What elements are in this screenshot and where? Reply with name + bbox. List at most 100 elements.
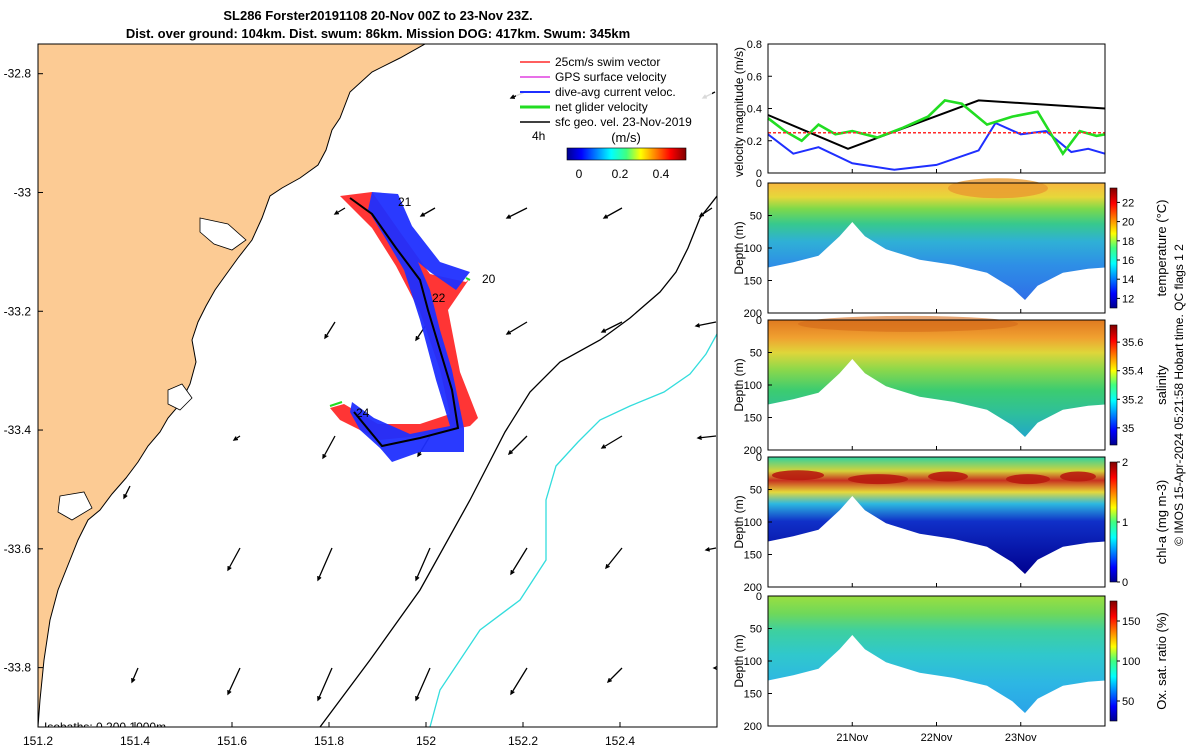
current-arrow bbox=[606, 667, 623, 684]
section-ytick-label: 150 bbox=[744, 413, 762, 425]
colorbar-tick-label: 14 bbox=[1122, 274, 1134, 286]
current-arrow bbox=[602, 207, 623, 219]
section-ylabel: Depth (m) bbox=[732, 634, 746, 687]
current-arrow bbox=[696, 435, 717, 440]
section-colorbar bbox=[1109, 324, 1118, 446]
colorbar-tick-label: 20 bbox=[1122, 217, 1134, 229]
current-arrow bbox=[510, 547, 528, 576]
section-xtick-label: 23Nov bbox=[1005, 732, 1037, 744]
section-field bbox=[768, 457, 1105, 574]
map-xtick-label: 151.6 bbox=[217, 734, 247, 748]
colorbar-tick-label: 22 bbox=[1122, 197, 1134, 209]
map-xtick-label: 151.8 bbox=[314, 734, 344, 748]
section-xtick-label: 22Nov bbox=[921, 732, 953, 744]
chl-max-patch bbox=[928, 471, 968, 482]
colorbar-tick-label: 100 bbox=[1122, 656, 1140, 668]
section-ytick-label: 150 bbox=[744, 550, 762, 562]
high-salinity-patch bbox=[798, 315, 1018, 332]
current-arrow bbox=[415, 667, 431, 702]
section-ytick-label: 0 bbox=[756, 452, 762, 464]
section-ytick-label: 50 bbox=[750, 485, 762, 497]
section-ytick-label: 200 bbox=[744, 445, 762, 457]
section-ytick-label: 0 bbox=[756, 178, 762, 190]
isobath-note: Isobaths: 0 200 1000m bbox=[44, 720, 166, 734]
colorbar-tick-1: 0.2 bbox=[612, 167, 629, 181]
colorbar-title: (m/s) bbox=[611, 130, 641, 145]
legend-item-swim: 25cm/s swim vector bbox=[555, 55, 660, 69]
day-label-21: 21 bbox=[398, 195, 412, 209]
speed-colorbar: (m/s) 0 0.2 0.4 bbox=[566, 130, 687, 181]
current-arrow bbox=[698, 207, 713, 217]
map-xtick-label: 152.4 bbox=[605, 734, 635, 748]
colorbar-tick-label: 35 bbox=[1122, 423, 1134, 435]
map-ytick-label: -33.8 bbox=[4, 661, 32, 675]
section-field bbox=[768, 183, 1105, 300]
map-ytick-label: -32.8 bbox=[4, 67, 32, 81]
current-arrow bbox=[600, 321, 623, 333]
day-label-20: 20 bbox=[482, 272, 496, 286]
gps-velocity-marks bbox=[329, 277, 471, 407]
isobath-1000 bbox=[429, 333, 717, 727]
section-field bbox=[768, 320, 1105, 437]
current-arrow bbox=[333, 207, 346, 215]
section-colorbar bbox=[1109, 461, 1118, 583]
colorbar-gradient bbox=[566, 147, 687, 161]
map-ytick-label: -33 bbox=[14, 185, 32, 199]
section-xaxis: 21Nov 22Nov 23Nov bbox=[836, 732, 1037, 744]
chl-max-patch bbox=[848, 474, 908, 485]
velocity-frame bbox=[767, 43, 1106, 174]
legend-background bbox=[516, 54, 712, 138]
map-axis-ticks: 151.2 151.4 151.6 151.8 152 152.2 152.4 -32.8 -3… bbox=[4, 67, 636, 748]
section-ylabel: Depth (m) bbox=[732, 495, 746, 548]
section-panel: Depth (m) 0 50 100 150 200 35 35.2 35.4 35.6 salin… bbox=[732, 315, 1169, 457]
colorbar-tick-label: 16 bbox=[1122, 255, 1134, 267]
colorbar-tick-label: 35.4 bbox=[1122, 366, 1143, 378]
velocity-panel: velocity magnitude (m/s) 0 0.2 0.4 0.6 0.8 bbox=[732, 39, 1106, 180]
section-ytick-label: 50 bbox=[750, 211, 762, 223]
section-ytick-label: 200 bbox=[744, 582, 762, 594]
current-arrow bbox=[704, 547, 717, 552]
isobath-200 bbox=[319, 195, 717, 727]
section-panel: Depth (m) 0 50 100 150 200 12 14 16 18 20 22 tempera… bbox=[732, 178, 1169, 320]
colorbar-label: temperature (°C) bbox=[1154, 200, 1169, 297]
velocity-series-line bbox=[767, 98, 1106, 157]
colorbar-label: chl-a (mg m-3) bbox=[1154, 480, 1169, 565]
current-vectors-band bbox=[350, 192, 470, 462]
current-arrow bbox=[317, 667, 333, 702]
map-ytick-label: -33.2 bbox=[4, 304, 32, 318]
section-colorbar bbox=[1109, 187, 1118, 309]
current-arrow bbox=[510, 667, 528, 696]
current-arrow bbox=[505, 207, 528, 219]
section-ytick-label: 100 bbox=[744, 517, 762, 529]
section-ytick-label: 50 bbox=[750, 348, 762, 360]
current-arrow bbox=[232, 435, 241, 441]
colorbar-tick-label: 50 bbox=[1122, 696, 1134, 708]
chl-max-patch bbox=[772, 470, 824, 481]
colorbar-tick-label: 18 bbox=[1122, 236, 1134, 248]
current-arrow bbox=[324, 321, 336, 340]
section-panel: Depth (m) 0 50 100 150 200 50 100 150 Ox. sat. ra… bbox=[732, 591, 1169, 733]
legend-item-net: net glider velocity bbox=[555, 100, 648, 114]
colorbar-tick-0: 0 bbox=[576, 167, 583, 181]
map-xtick-label: 152 bbox=[416, 734, 436, 748]
legend-item-gps: GPS surface velocity bbox=[555, 70, 666, 84]
colorbar-tick-label: 2 bbox=[1122, 457, 1128, 469]
colorbar-tick-label: 35.2 bbox=[1122, 394, 1143, 406]
current-arrow bbox=[227, 547, 241, 572]
glider-track: 20 21 22 24 bbox=[329, 192, 496, 462]
velocity-ytick-label: 0.8 bbox=[747, 39, 762, 51]
map-panel: SL286 Forster20191108 20-Nov 00Z to 23-N… bbox=[4, 8, 718, 748]
map-title-line1: SL286 Forster20191108 20-Nov 00Z to 23-N… bbox=[223, 8, 532, 23]
legend-item-geo: sfc geo. vel. 23-Nov-2019 bbox=[555, 115, 692, 129]
map-frame bbox=[37, 43, 718, 728]
velocity-ylabel: velocity magnitude (m/s) bbox=[732, 47, 746, 177]
colorbar-tick-label: 0 bbox=[1122, 577, 1128, 589]
lake-feature-2 bbox=[167, 383, 193, 411]
section-xtick-label: 21Nov bbox=[836, 732, 868, 744]
inlet-feature bbox=[57, 491, 93, 521]
map-ytick-label: -33.4 bbox=[4, 423, 32, 437]
velocity-series-line bbox=[767, 121, 1106, 171]
net-velocity-track bbox=[349, 197, 460, 448]
section-ytick-label: 150 bbox=[744, 276, 762, 288]
land-polygon bbox=[38, 44, 427, 727]
